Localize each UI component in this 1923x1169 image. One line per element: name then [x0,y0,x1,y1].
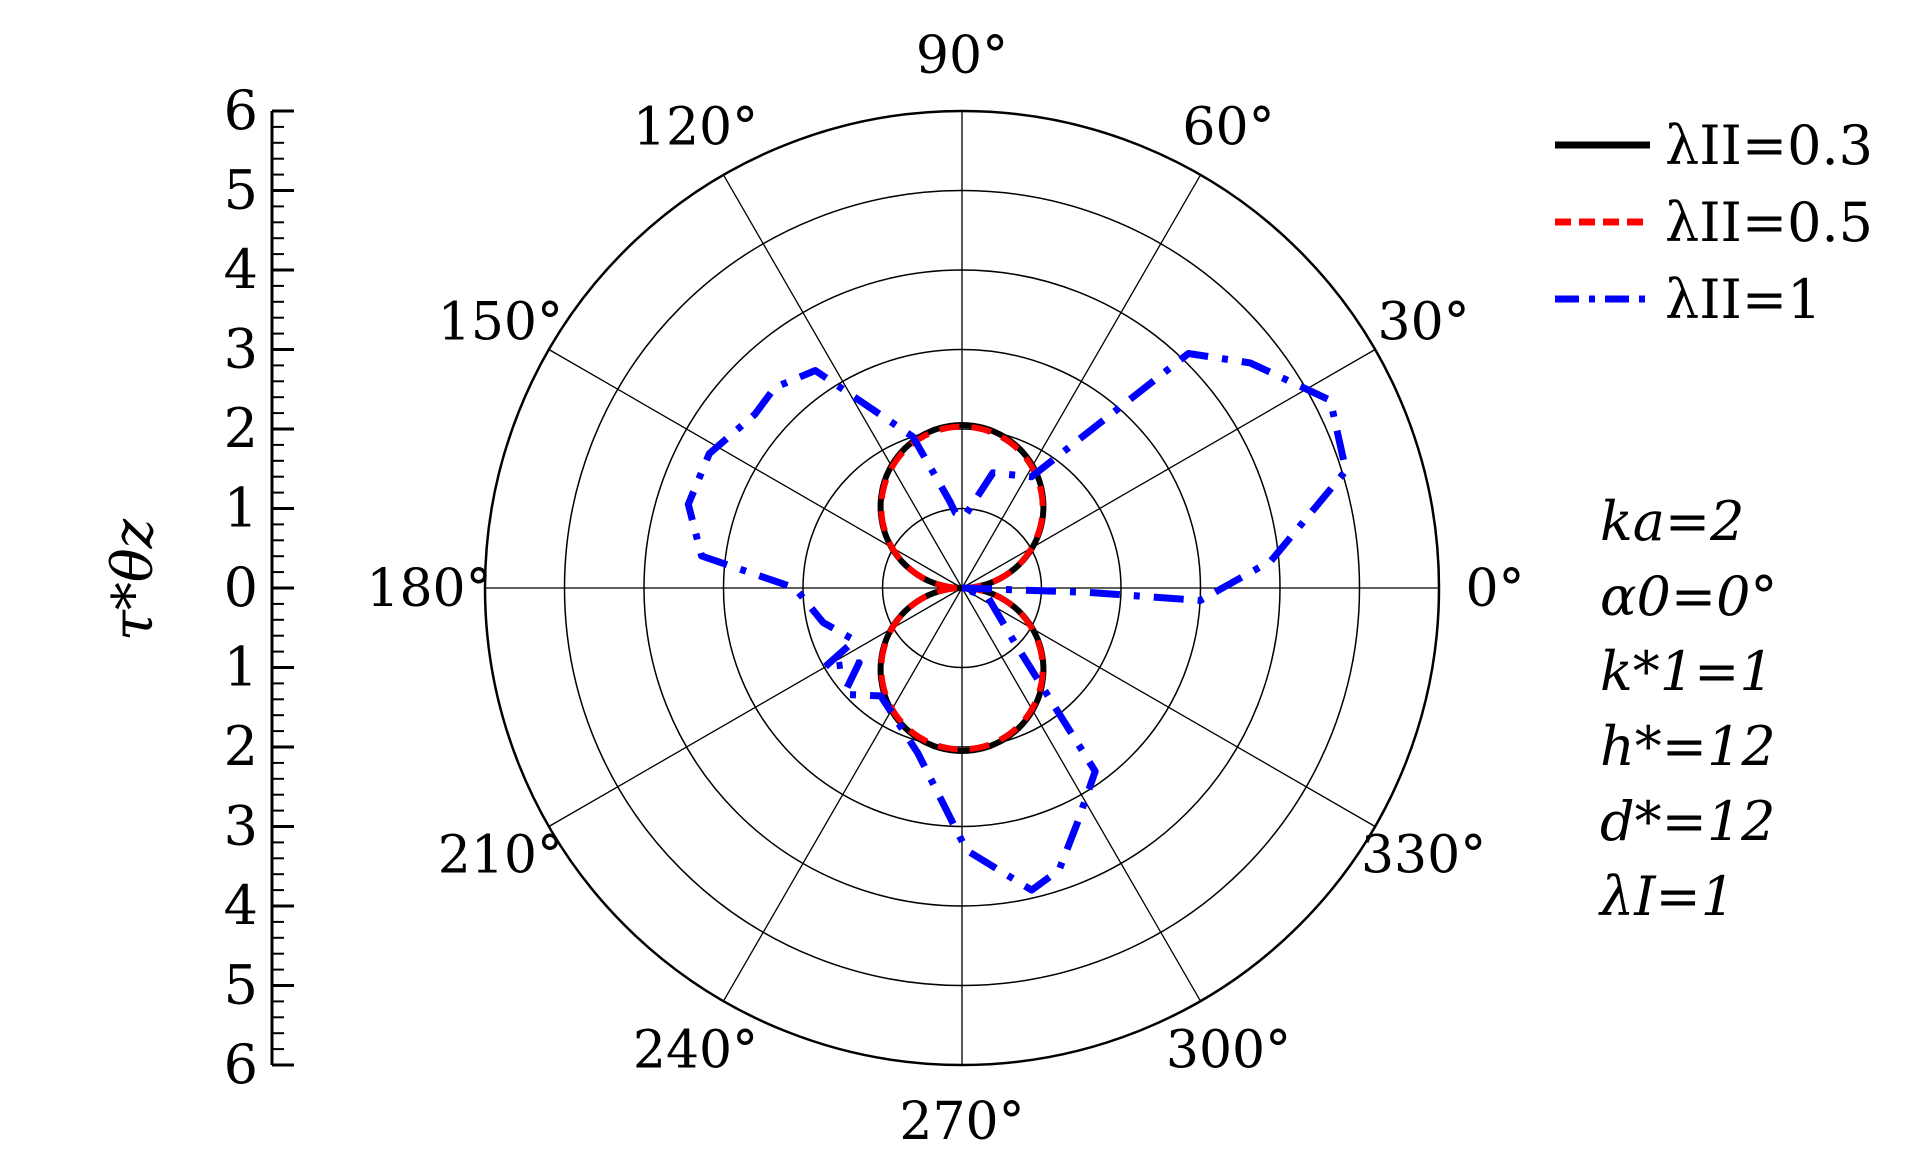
radial-axis: 0 1 2 3 4 5 6 1 2 3 4 5 6 [224,79,294,1096]
param-h: h*=12 [1600,715,1776,778]
radial-tick-label: 1 [224,636,258,699]
param-k1: k*1=1 [1600,640,1774,703]
radial-axis-title: τ*θz [101,518,166,641]
radial-tick-label: 4 [224,238,258,301]
angle-label-30: 30° [1378,293,1470,353]
radial-tick-label: 3 [224,318,258,381]
legend: λII=0.3 λII=0.5 λII=1 [1555,114,1873,331]
polar-grid [483,109,1441,1067]
radial-tick-label: 5 [224,954,258,1017]
radial-tick-label: 6 [224,1033,258,1096]
angle-label-210: 210° [438,826,563,886]
grid-spoke-30 [961,348,1376,589]
angle-label-150: 150° [438,293,563,353]
radial-tick-label: 1 [224,477,258,540]
angle-label-180: 180° [366,559,491,619]
grid-spoke-210 [548,587,963,828]
legend-label-lambda-0-3: λII=0.3 [1665,114,1873,177]
radial-tick-label: 2 [224,397,258,460]
param-alpha0: α0=0° [1600,565,1777,628]
angle-label-120: 120° [633,97,758,157]
grid-spoke-120 [722,174,963,589]
grid-spoke-150 [548,348,963,589]
radial-tick-label: 4 [224,874,258,937]
series-line-2 [684,350,1350,894]
angle-labels: 0° 30° 60° 90° 120° 150° 180° 210° 240° 270° 300° 3… [366,26,1524,1152]
angle-label-240: 240° [633,1021,758,1081]
angle-label-300: 300° [1166,1021,1291,1081]
param-lambda-I: λI=1 [1598,865,1735,928]
grid-spoke-300 [961,587,1202,1002]
radial-tick-label: 5 [224,159,258,222]
angle-label-0: 0° [1465,559,1524,619]
radial-tick-label: 3 [224,795,258,858]
angle-label-270: 270° [899,1092,1024,1152]
radial-tick-label: 0 [224,556,258,619]
angle-label-330: 330° [1361,826,1486,886]
parameter-annotations: ka=2 α0=0° k*1=1 h*=12 d*=12 λI=1 [1598,490,1777,928]
grid-spoke-330 [961,587,1376,828]
legend-label-lambda-1: λII=1 [1665,268,1822,331]
angle-label-60: 60° [1182,97,1274,157]
legend-label-lambda-0-5: λII=0.5 [1665,191,1873,254]
grid-spoke-240 [722,587,963,1002]
radial-tick-label: 2 [224,715,258,778]
radial-tick-label: 6 [224,79,258,142]
series-layer [684,350,1350,894]
angle-label-90: 90° [916,26,1008,86]
param-d: d*=12 [1600,790,1776,853]
grid-spoke-60 [961,174,1202,589]
param-ka: ka=2 [1600,490,1745,553]
